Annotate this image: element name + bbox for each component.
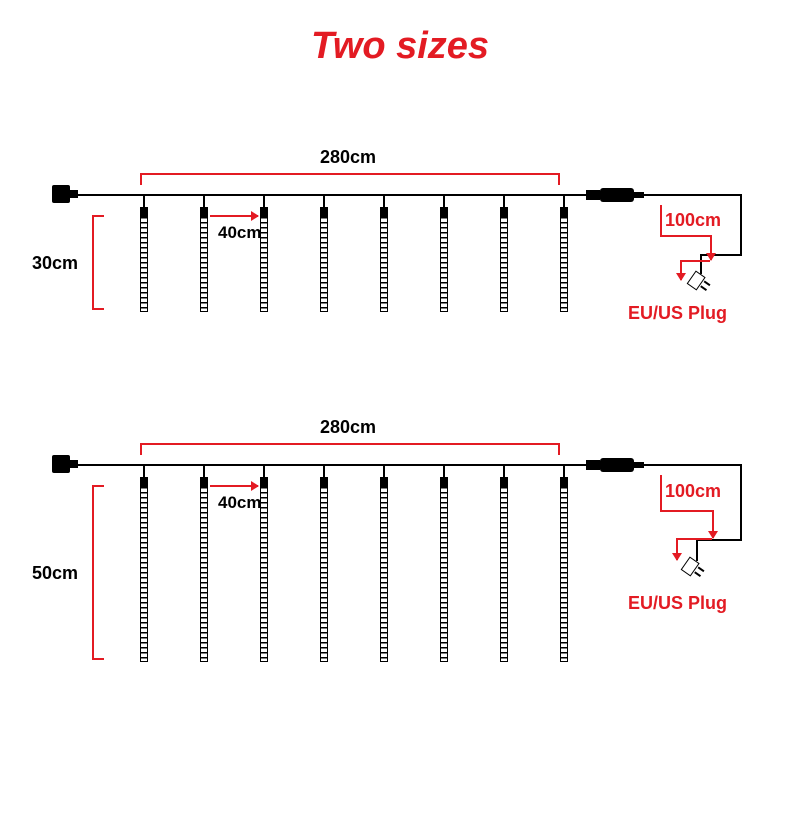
led-tube — [140, 217, 148, 312]
left-connector — [52, 185, 70, 203]
power-length-arrow — [676, 538, 678, 560]
tube-hanger — [380, 477, 388, 487]
tube-hanger — [500, 477, 508, 487]
size-diagram-50cm: 280cm 100cm EU/US Plug 40cm 50cm — [0, 405, 800, 755]
tube-hanger — [260, 477, 268, 487]
power-cable — [700, 254, 702, 274]
width-label: 280cm — [320, 417, 376, 438]
power-cable — [644, 194, 742, 196]
page-title: Two sizes — [0, 25, 800, 68]
led-tube — [260, 487, 268, 662]
tube-hanger — [380, 207, 388, 217]
power-cable — [644, 464, 742, 466]
tube-hanger — [200, 477, 208, 487]
power-length-arrow — [660, 475, 662, 510]
plug-label: EU/US Plug — [628, 593, 727, 614]
tube-hanger — [260, 207, 268, 217]
width-dimension — [140, 443, 560, 455]
tube-hanger — [200, 207, 208, 217]
power-length-arrow — [680, 260, 710, 262]
power-length-label: 100cm — [665, 481, 721, 502]
power-cable — [740, 194, 742, 254]
led-tube — [500, 487, 508, 662]
spacing-arrow — [210, 215, 258, 217]
tube-hanger — [560, 207, 568, 217]
width-dimension — [140, 173, 560, 185]
led-tube — [560, 487, 568, 662]
tube-hanger — [320, 207, 328, 217]
power-length-arrow — [660, 205, 662, 235]
power-length-arrow — [712, 510, 714, 538]
power-length-arrow — [676, 538, 712, 540]
led-tube — [380, 217, 388, 312]
main-cable — [62, 464, 632, 466]
main-cable — [62, 194, 632, 196]
power-cable — [696, 539, 698, 561]
spacing-arrow — [210, 485, 258, 487]
led-tube — [320, 487, 328, 662]
power-length-label: 100cm — [665, 210, 721, 231]
led-tube — [440, 487, 448, 662]
led-tube — [200, 217, 208, 312]
led-tube — [140, 487, 148, 662]
height-dimension — [92, 215, 104, 310]
tube-hanger — [500, 207, 508, 217]
plug-icon — [682, 557, 706, 580]
plug-icon — [688, 271, 712, 294]
plug-label: EU/US Plug — [628, 303, 727, 324]
height-dimension — [92, 485, 104, 660]
led-tube — [500, 217, 508, 312]
spacing-label: 40cm — [218, 223, 261, 243]
power-cable — [740, 464, 742, 539]
power-length-arrow — [660, 235, 710, 237]
led-tube — [560, 217, 568, 312]
tube-hanger — [560, 477, 568, 487]
height-label: 50cm — [32, 563, 78, 584]
right-connector — [600, 458, 634, 472]
tube-hanger — [140, 477, 148, 487]
power-length-arrow — [680, 260, 682, 280]
tube-hanger — [320, 477, 328, 487]
power-length-arrow — [660, 510, 712, 512]
tube-hanger — [440, 207, 448, 217]
right-connector — [600, 188, 634, 202]
led-tube — [200, 487, 208, 662]
led-tube — [440, 217, 448, 312]
power-length-arrow — [710, 235, 712, 260]
size-diagram-30cm: 280cm 100cm EU/US Plug 40cm 30cm — [0, 135, 800, 365]
spacing-label: 40cm — [218, 493, 261, 513]
led-tube — [320, 217, 328, 312]
height-label: 30cm — [32, 253, 78, 274]
left-connector — [52, 455, 70, 473]
tube-hanger — [140, 207, 148, 217]
tube-hanger — [440, 477, 448, 487]
led-tube — [380, 487, 388, 662]
width-label: 280cm — [320, 147, 376, 168]
